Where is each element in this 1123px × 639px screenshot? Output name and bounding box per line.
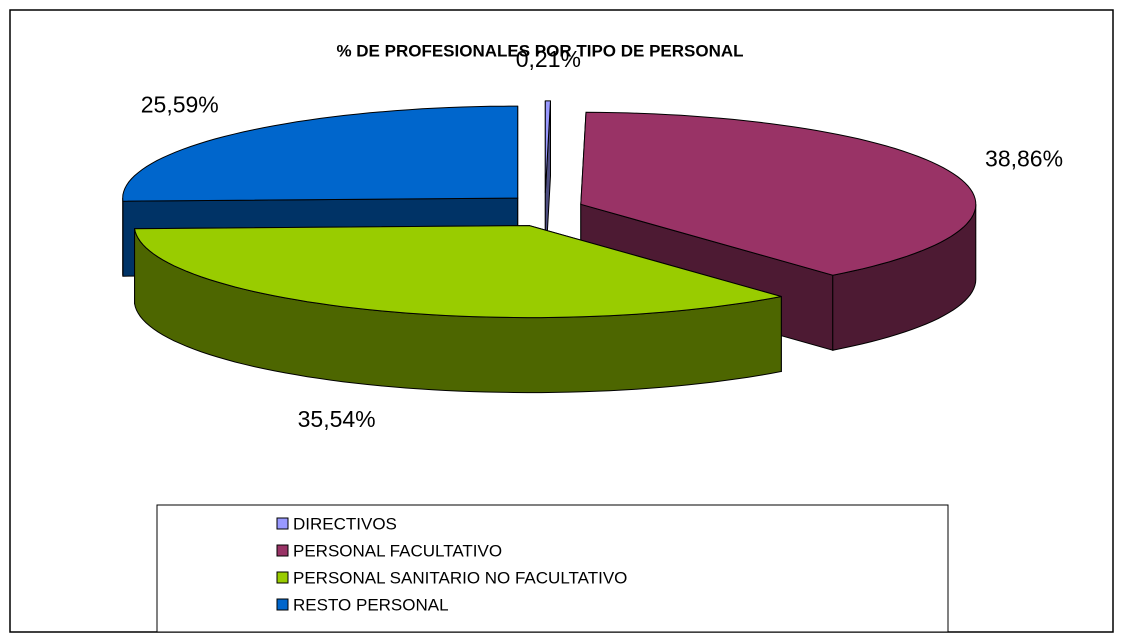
chart-title: % DE PROFESIONALES POR TIPO DE PERSONAL <box>336 41 743 60</box>
legend-swatch <box>276 544 289 557</box>
data-label: 25,59% <box>141 91 219 117</box>
legend-swatch <box>276 571 289 584</box>
slice <box>133 225 782 319</box>
slice <box>580 111 977 276</box>
legend-label: PERSONAL FACULTATIVO <box>293 541 502 560</box>
legend-swatch <box>276 598 289 611</box>
legend-box <box>156 504 949 633</box>
data-label: 0,21% <box>516 46 581 72</box>
slice <box>122 105 519 202</box>
legend-label: DIRECTIVOS <box>293 514 397 533</box>
data-label: 38,86% <box>985 145 1063 171</box>
slice <box>544 100 552 193</box>
slice <box>133 224 782 394</box>
legend-label: RESTO PERSONAL <box>293 595 449 614</box>
legend-label: PERSONAL SANITARIO NO FACULTATIVO <box>293 568 627 587</box>
data-label: 35,54% <box>298 406 376 432</box>
legend-swatch <box>276 517 289 530</box>
